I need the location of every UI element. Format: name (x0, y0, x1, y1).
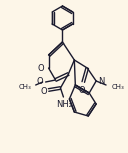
Text: O: O (37, 76, 44, 86)
Text: O: O (79, 86, 86, 95)
Text: N: N (98, 76, 104, 86)
Text: O: O (41, 86, 48, 95)
Text: CH₃: CH₃ (19, 84, 32, 90)
Text: NH₂: NH₂ (56, 100, 72, 109)
Text: O: O (38, 63, 45, 73)
Text: CH₃: CH₃ (112, 84, 125, 90)
